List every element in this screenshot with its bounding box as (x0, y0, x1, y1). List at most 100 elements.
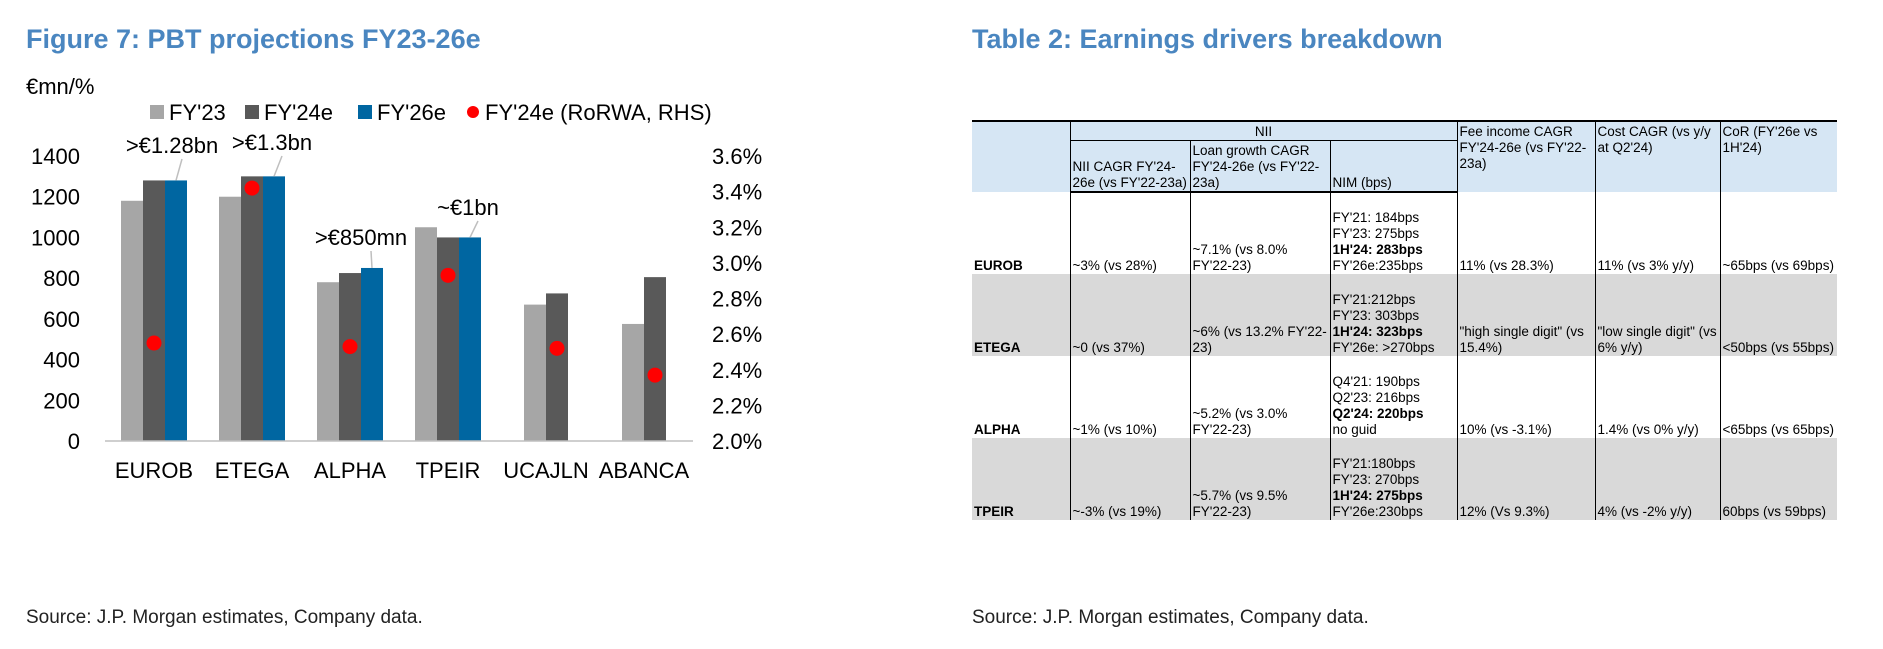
rorwa-marker (342, 339, 358, 355)
annotation-label: ~€1bn (437, 195, 499, 220)
bar-fy26e (263, 176, 285, 441)
legend-swatch (358, 105, 372, 119)
y-tick-label: 0 (68, 429, 80, 454)
table-row: TPEIR ~-3% (vs 19%) ~5.7% (vs 9.5% FY'22-2… (972, 438, 1837, 520)
y-tick-label: 800 (43, 266, 80, 291)
y2-tick-label: 2.6% (712, 322, 762, 347)
cell-loan-growth: ~5.7% (vs 9.5% FY'22-23) (1189, 438, 1330, 520)
bar-fy23 (622, 323, 644, 441)
y2-tick-label: 3.0% (712, 251, 762, 276)
cell-nim: FY'21: 184bps FY'23: 275bps 1H'24: 283bps F… (1329, 192, 1457, 274)
pbt-chart: 0 200 400 600 800 1000 1200 1400 2.0% 2.2% 2.4% 2.6… (31, 100, 762, 483)
nim-line: FY'23: 270bps (1332, 472, 1420, 487)
earnings-drivers-table: NII Fee income CAGR FY'24-26e (vs FY'22-… (972, 120, 1837, 520)
nim-line: 1H'24: 323bps (1332, 324, 1423, 339)
y2-tick-label: 2.4% (712, 358, 762, 383)
cell-nim: Q4'21: 190bps Q2'23: 216bps Q2'24: 220bps n… (1329, 356, 1457, 438)
annotation-leader (175, 158, 183, 181)
rorwa-marker (146, 335, 162, 351)
cell-bank: EUROB (974, 258, 1023, 273)
cell-nim: FY'21:180bps FY'23: 270bps 1H'24: 275bps FY… (1329, 438, 1457, 520)
x-tick-label: ABANCA (599, 458, 690, 483)
annotation-label: >€850mn (315, 225, 407, 250)
y-tick-label: 1400 (31, 144, 80, 169)
header-cor: CoR (FY'26e vs 1H'24) (1719, 120, 1837, 192)
cell-cor: 60bps (vs 59bps) (1719, 438, 1837, 520)
y2-tick-label: 3.6% (712, 144, 762, 169)
header-nii-group: NII (1069, 120, 1457, 141)
y-tick-label: 1000 (31, 225, 80, 250)
cell-fee-income: 11% (vs 28.3%) (1456, 192, 1595, 274)
y2-tick-label: 2.0% (712, 429, 762, 454)
cell-loan-growth: ~6% (vs 13.2% FY'22-23) (1189, 274, 1330, 356)
chart-panel: Figure 7: PBT projections FY23-26e €mn/%… (0, 0, 900, 649)
y-tick-label: 600 (43, 307, 80, 332)
bar-fy24e (143, 180, 165, 441)
bar-fy26e (361, 267, 383, 441)
nim-line: FY'23: 303bps (1332, 308, 1420, 323)
annotation-leader (273, 155, 283, 177)
x-tick-label: UCAJLN (503, 458, 589, 483)
bar-fy26e (459, 237, 481, 441)
cell-bank: ETEGA (972, 274, 1070, 356)
y2-tick-label: 2.2% (712, 393, 762, 418)
table-title: Table 2: Earnings drivers breakdown (972, 24, 1443, 54)
nim-line: Q2'24: 220bps (1332, 406, 1424, 421)
bar-fy24e (437, 237, 459, 441)
bar-fy24e (644, 277, 666, 441)
legend-swatch (245, 105, 259, 119)
cell-nii-cagr: ~-3% (vs 19%) (1069, 438, 1190, 520)
header-fee-income: Fee income CAGR FY'24-26e (vs FY'22-23a) (1456, 120, 1595, 192)
chart-source: Source: J.P. Morgan estimates, Company d… (26, 607, 423, 628)
cell-cost: 4% (vs -2% y/y) (1594, 438, 1720, 520)
header-loan-growth: Loan growth CAGR FY'24-26e (vs FY'22-23a… (1189, 140, 1330, 193)
x-tick-label: EUROB (115, 458, 193, 483)
annotation-label: >€1.28bn (126, 133, 218, 158)
annotation-leader (370, 250, 373, 269)
nim-line: FY'26e:230bps (1332, 504, 1423, 519)
legend-swatch (150, 105, 164, 119)
cell-fee-income: "high single digit" (vs 15.4%) (1456, 274, 1595, 356)
annotation-leader (469, 220, 479, 238)
cell-cost: "low single digit" (vs 6% y/y) (1594, 274, 1720, 356)
cell-cost: 11% (vs 3% y/y) (1594, 192, 1720, 274)
bar-fy23 (317, 282, 339, 441)
bar-fy24e (546, 293, 568, 441)
nim-line: FY'26e: >270bps (1332, 340, 1435, 355)
y-tick-label: 1200 (31, 185, 80, 210)
rorwa-marker (440, 267, 456, 283)
y2-tick-label: 3.4% (712, 180, 762, 205)
header-nim: NIM (bps) (1329, 140, 1457, 193)
bar-fy23 (524, 304, 546, 441)
table-panel: Table 2: Earnings drivers breakdown NII … (970, 0, 1883, 649)
cell-bank: ALPHA (974, 422, 1021, 437)
cell-bank: TPEIR (972, 438, 1070, 520)
nim-line: FY'23: 275bps (1332, 226, 1420, 241)
cell-fee-income: 12% (Vs 9.3%) (1456, 438, 1595, 520)
legend-label: FY'26e (377, 100, 446, 125)
header-bank (972, 120, 1070, 192)
header-cost: Cost CAGR (vs y/y at Q2'24) (1594, 120, 1720, 192)
bar-fy23 (219, 196, 241, 441)
bar-fy23 (415, 227, 437, 441)
cell-nim: FY'21:212bps FY'23: 303bps 1H'24: 323bps FY… (1329, 274, 1457, 356)
nim-line: FY'21:212bps (1332, 292, 1416, 307)
annotation-label: >€1.3bn (232, 130, 312, 155)
nim-line: 1H'24: 283bps (1332, 242, 1423, 257)
rorwa-marker (549, 340, 565, 356)
nim-line: no guid (1332, 422, 1377, 437)
cell-fee-income: 10% (vs -3.1%) (1456, 356, 1595, 438)
x-tick-label: ETEGA (215, 458, 290, 483)
chart-title: Figure 7: PBT projections FY23-26e (26, 24, 481, 54)
cell-nii-cagr: ~3% (vs 28%) (1069, 192, 1190, 274)
x-tick-label: ALPHA (314, 458, 386, 483)
cell-loan-growth: ~5.2% (vs 3.0% FY'22-23) (1189, 356, 1330, 438)
bar-fy24e (241, 176, 263, 441)
table-source: Source: J.P. Morgan estimates, Company d… (972, 607, 1369, 628)
rorwa-marker (647, 367, 663, 383)
legend-label: FY'24e (RoRWA, RHS) (485, 100, 712, 125)
cell-nii-cagr: ~0 (vs 37%) (1069, 274, 1190, 356)
bar-fy24e (339, 273, 361, 441)
bar-fy23 (121, 200, 143, 441)
y2-tick-label: 2.8% (712, 287, 762, 312)
